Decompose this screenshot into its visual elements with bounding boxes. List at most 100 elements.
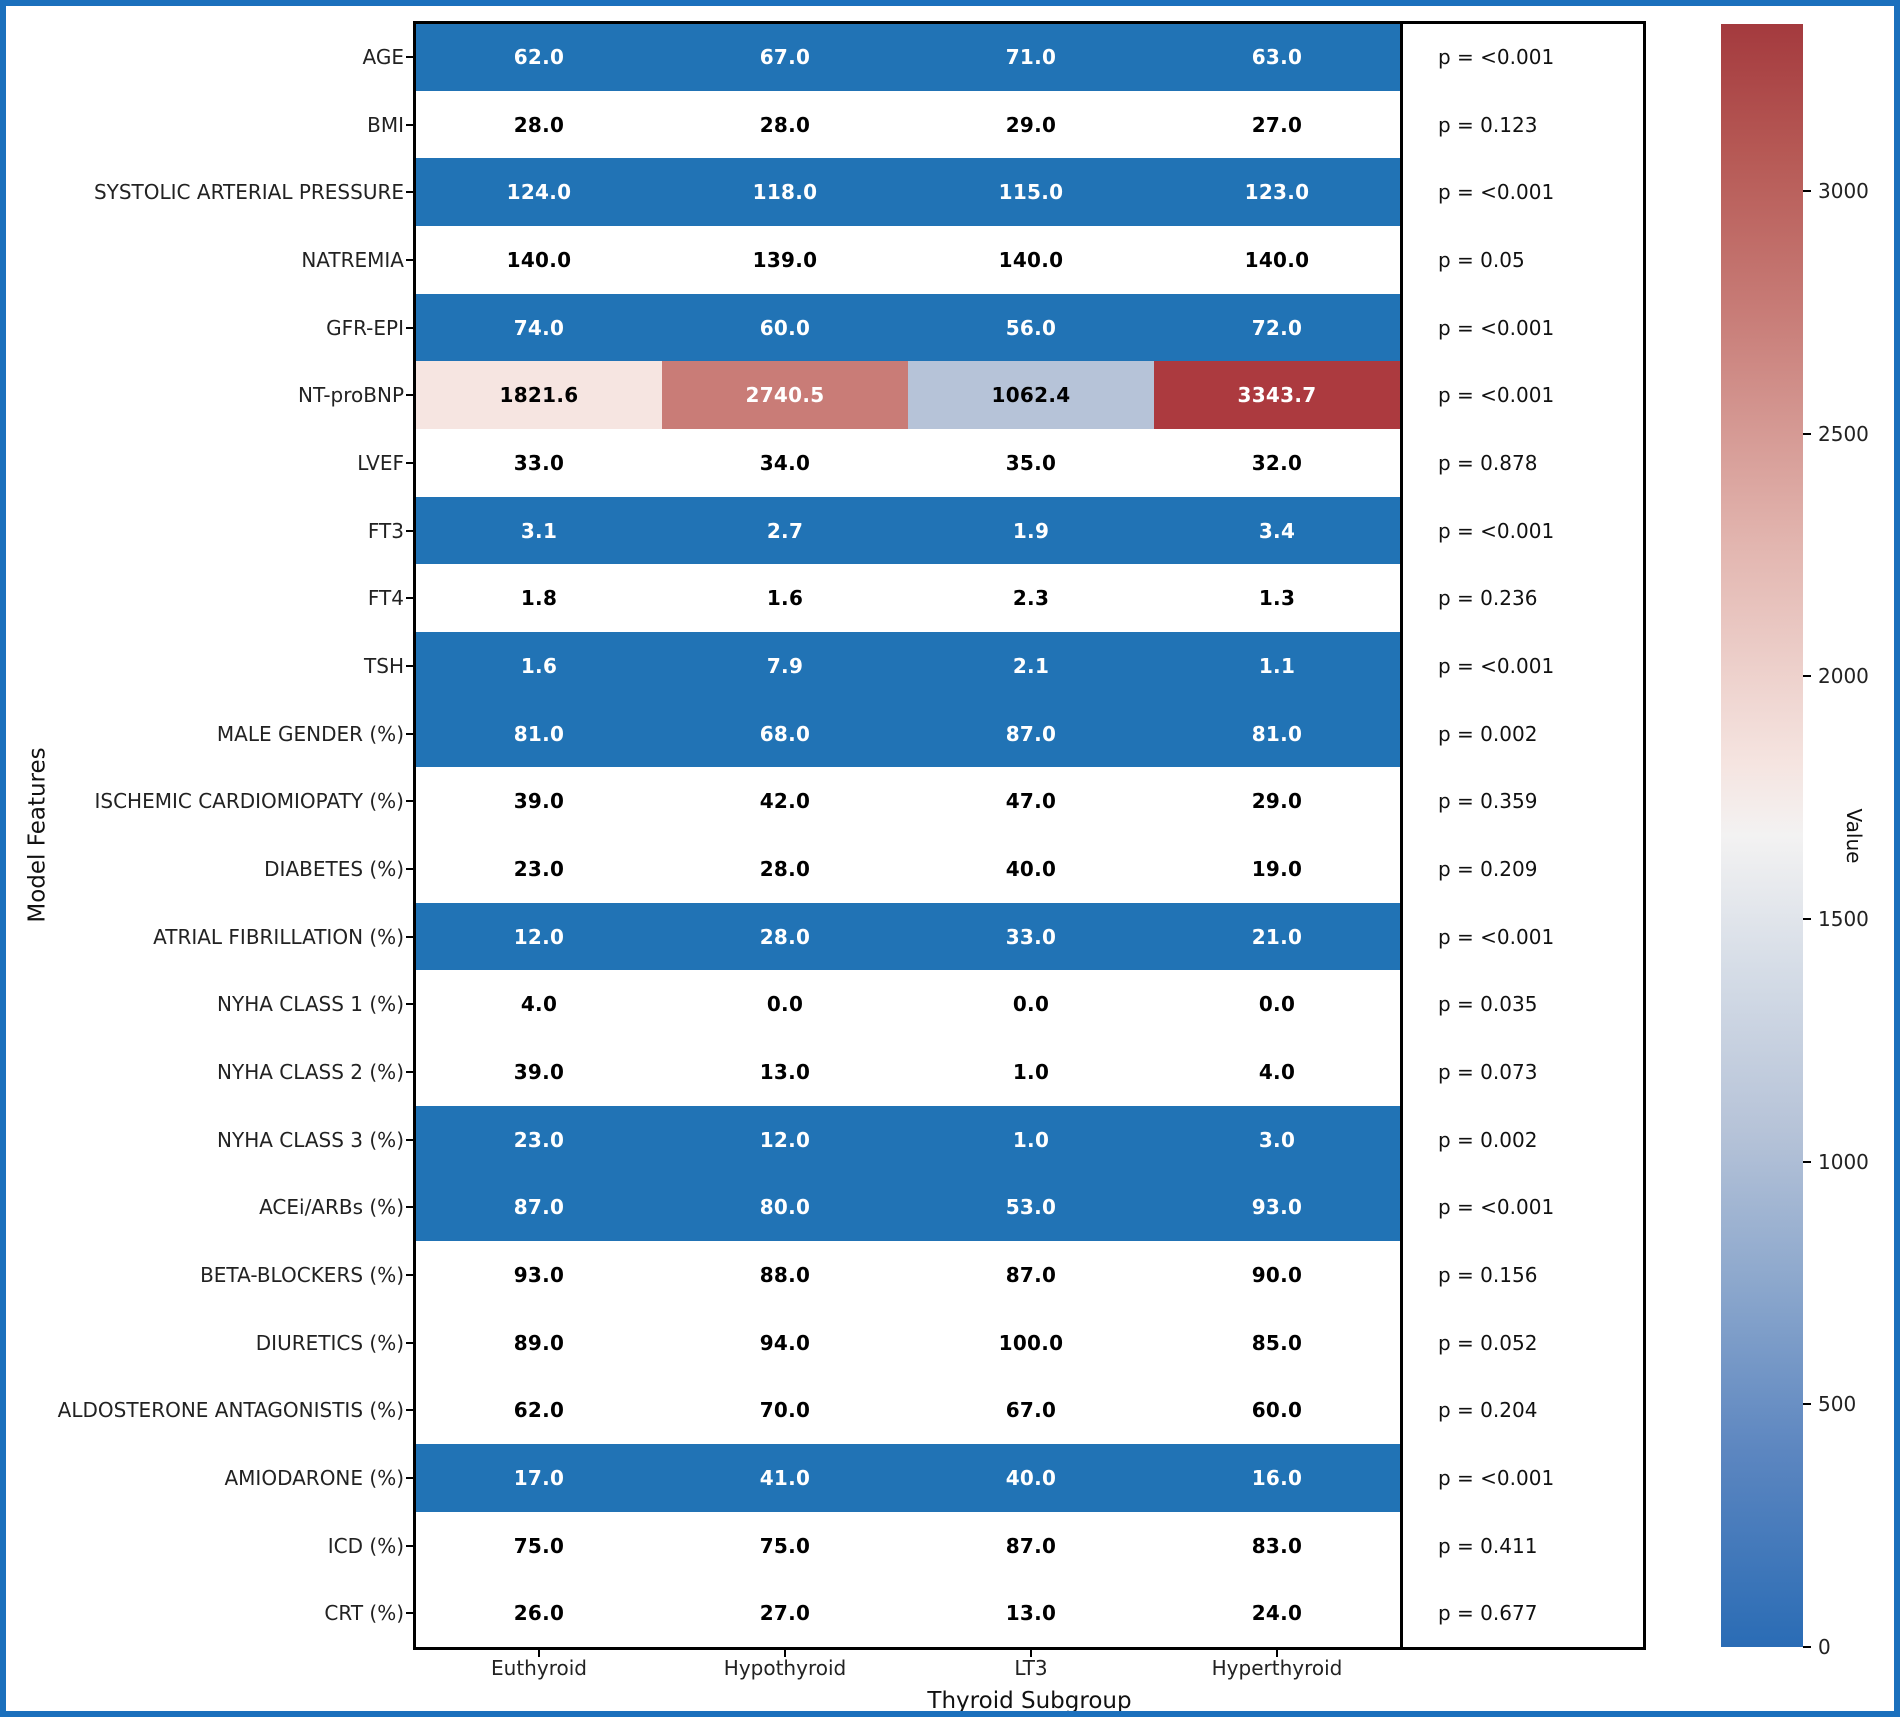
y-tick-mark: [406, 800, 414, 803]
column-label: Hypothyroid: [723, 1656, 847, 1680]
heatmap-cell: 68.0: [662, 699, 908, 768]
p-value: p = <0.001: [1438, 383, 1555, 408]
heatmap-cell: 3.1: [416, 496, 662, 565]
heatmap-cell: 140.0: [416, 226, 662, 295]
heatmap-cell: 24.0: [1154, 1579, 1400, 1648]
heatmap-cell: 1.6: [662, 564, 908, 633]
p-value: p = 0.123: [1438, 112, 1538, 137]
heatmap-cell: 27.0: [662, 1579, 908, 1648]
p-value: p = 0.677: [1438, 1601, 1538, 1626]
p-value: p = 0.002: [1438, 721, 1538, 746]
x-axis-title: Thyroid Subgroup: [927, 1688, 1132, 1714]
p-value: p = <0.001: [1438, 653, 1555, 678]
colorbar-tick-label: 500: [1818, 1392, 1857, 1417]
row-label: BETA-BLOCKERS (%): [200, 1262, 404, 1287]
column-label: LT3: [1014, 1656, 1048, 1680]
colorbar-tick-mark: [1803, 1646, 1811, 1648]
row-label: FT3: [367, 518, 404, 543]
p-value: p = 0.209: [1438, 856, 1538, 881]
heatmap-cell: 81.0: [416, 699, 662, 768]
heatmap-cell: 1.1: [1154, 632, 1400, 701]
heatmap-cell: 124.0: [416, 158, 662, 227]
heatmap-cell: 0.0: [662, 970, 908, 1039]
heatmap-cell: 72.0: [1154, 293, 1400, 362]
heatmap-cell: 26.0: [416, 1579, 662, 1648]
y-tick-mark: [406, 394, 414, 397]
row-label: NATREMIA: [301, 247, 404, 272]
heatmap-cell: 93.0: [416, 1241, 662, 1310]
heatmap-cell: 39.0: [416, 767, 662, 836]
colorbar-tick-label: 3000: [1818, 178, 1869, 203]
heatmap-cell: 47.0: [908, 767, 1154, 836]
colorbar-gradient: [1721, 24, 1803, 1647]
heatmap-cell: 53.0: [908, 1173, 1154, 1242]
y-tick-mark: [406, 461, 414, 464]
p-value: p = 0.236: [1438, 586, 1538, 611]
p-value: p = 0.204: [1438, 1398, 1538, 1423]
y-tick-mark: [406, 191, 414, 194]
row-label: BMI: [367, 112, 404, 137]
row-label: ISCHEMIC CARDIOMIOPATY (%): [94, 789, 404, 814]
y-tick-mark: [406, 732, 414, 735]
p-value: p = <0.001: [1438, 1195, 1555, 1220]
colorbar-tick-mark: [1803, 1160, 1811, 1163]
colorbar-tick-mark: [1803, 189, 1811, 192]
heatmap-cell: 7.9: [662, 632, 908, 701]
column-label: Hyperthyroid: [1211, 1656, 1343, 1680]
heatmap-cell: 42.0: [662, 767, 908, 836]
row-label: FT4: [367, 586, 404, 611]
row-label: ACEi/ARBs (%): [259, 1195, 404, 1220]
heatmap-cell: 1.0: [908, 1105, 1154, 1174]
row-label: DIABETES (%): [264, 856, 404, 881]
heatmap-cell: 80.0: [662, 1173, 908, 1242]
heatmap-cell: 21.0: [1154, 902, 1400, 971]
y-tick-mark: [406, 597, 414, 600]
row-label: AGE: [362, 44, 404, 69]
heatmap-cell: 63.0: [1154, 23, 1400, 92]
heatmap-cell: 34.0: [662, 429, 908, 498]
heatmap-cell: 94.0: [662, 1308, 908, 1377]
heatmap-cell: 29.0: [908, 90, 1154, 159]
heatmap-cell: 60.0: [1154, 1376, 1400, 1445]
row-label: GFR-EPI: [326, 315, 404, 340]
heatmap-cell: 1.3: [1154, 564, 1400, 633]
row-label: ALDOSTERONE ANTAGONISTIS (%): [57, 1398, 404, 1423]
colorbar-tick-label: 1500: [1818, 906, 1869, 931]
heatmap-cell: 13.0: [908, 1579, 1154, 1648]
heatmap-cell: 32.0: [1154, 429, 1400, 498]
y-tick-mark: [406, 664, 414, 667]
heatmap-cell: 2.1: [908, 632, 1154, 701]
heatmap-cell: 89.0: [416, 1308, 662, 1377]
p-value: p = 0.073: [1438, 1059, 1538, 1084]
heatmap-cell: 4.0: [1154, 1038, 1400, 1107]
heatmap-cell: 1821.6: [416, 361, 662, 430]
p-value: p = <0.001: [1438, 315, 1555, 340]
colorbar-tick-mark: [1803, 917, 1811, 920]
heatmap-cell: 0.0: [1154, 970, 1400, 1039]
p-value: p = <0.001: [1438, 518, 1555, 543]
row-label: CRT (%): [324, 1601, 404, 1626]
colorbar-tick-label: 2500: [1818, 421, 1869, 446]
y-tick-mark: [406, 1476, 414, 1479]
x-tick-mark: [1030, 1649, 1032, 1657]
heatmap-cell: 3.4: [1154, 496, 1400, 565]
colorbar-tick-mark: [1803, 1403, 1811, 1406]
y-tick-mark: [406, 867, 414, 870]
pvalue-divider-line: [1400, 23, 1403, 1647]
heatmap-cell: 1.6: [416, 632, 662, 701]
heatmap-cell: 3.0: [1154, 1105, 1400, 1174]
heatmap-cell: 87.0: [908, 1511, 1154, 1580]
y-tick-mark: [406, 1409, 414, 1412]
heatmap-cell: 83.0: [1154, 1511, 1400, 1580]
colorbar-tick-label: 1000: [1818, 1149, 1869, 1174]
heatmap-cell: 2.7: [662, 496, 908, 565]
heatmap-cell: 75.0: [662, 1511, 908, 1580]
heatmap-cell: 140.0: [1154, 226, 1400, 295]
y-tick-mark: [406, 326, 414, 329]
heatmap-cell: 115.0: [908, 158, 1154, 227]
p-value: p = 0.359: [1438, 789, 1538, 814]
colorbar-tick-mark: [1803, 432, 1811, 435]
heatmap-cell: 62.0: [416, 23, 662, 92]
heatmap-cell: 81.0: [1154, 699, 1400, 768]
p-value: p = 0.05: [1438, 247, 1525, 272]
